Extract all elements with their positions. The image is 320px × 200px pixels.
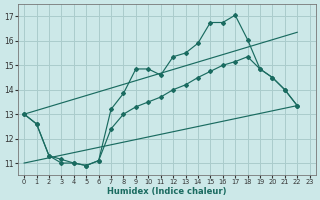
X-axis label: Humidex (Indice chaleur): Humidex (Indice chaleur): [107, 187, 227, 196]
